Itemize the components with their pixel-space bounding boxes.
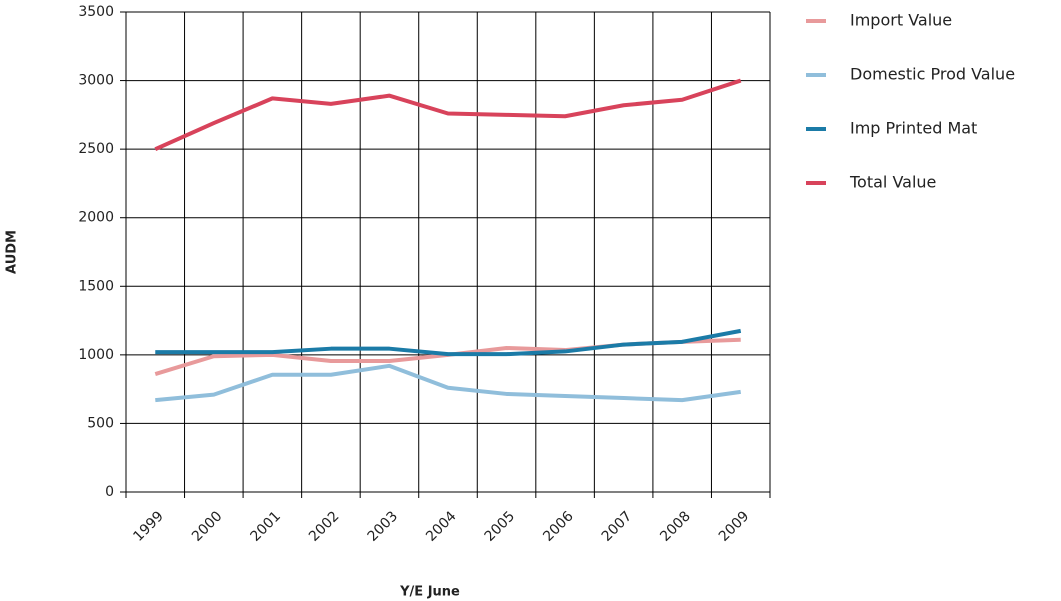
- x-tick-label: 2003: [365, 508, 402, 545]
- y-tick-label: 3000: [78, 73, 114, 89]
- x-tick-label: 2002: [306, 508, 343, 545]
- x-tick-label: 2006: [540, 508, 577, 545]
- y-axis-title: AUDM: [5, 230, 20, 274]
- x-tick-label: 2000: [189, 508, 226, 545]
- legend-label: Imp Printed Mat: [850, 119, 977, 138]
- x-tick-label: 2001: [248, 508, 285, 545]
- x-tick-label: 2008: [657, 508, 694, 545]
- y-tick-label: 1000: [78, 347, 114, 363]
- y-tick-label: 1500: [78, 278, 114, 294]
- y-tick-label: 2000: [78, 210, 114, 226]
- series-line: [154, 78, 742, 151]
- y-tick-label: 2500: [78, 141, 114, 157]
- legend-label: Domestic Prod Value: [850, 65, 1015, 84]
- x-tick-label: 2004: [423, 508, 460, 545]
- x-tick-label: 2007: [599, 508, 636, 545]
- x-tick-label: 1999: [130, 508, 167, 545]
- x-axis-title: Y/E June: [399, 585, 460, 600]
- series-line: [155, 328, 742, 357]
- series-line: [155, 363, 742, 403]
- y-tick-label: 500: [87, 415, 114, 431]
- legend-label: Import Value: [850, 11, 952, 30]
- legend-label: Total Value: [849, 173, 936, 192]
- x-tick-label: 2009: [716, 508, 753, 545]
- y-tick-label: 3500: [78, 4, 114, 20]
- y-tick-label: 0: [105, 484, 114, 500]
- x-tick-label: 2005: [482, 508, 519, 545]
